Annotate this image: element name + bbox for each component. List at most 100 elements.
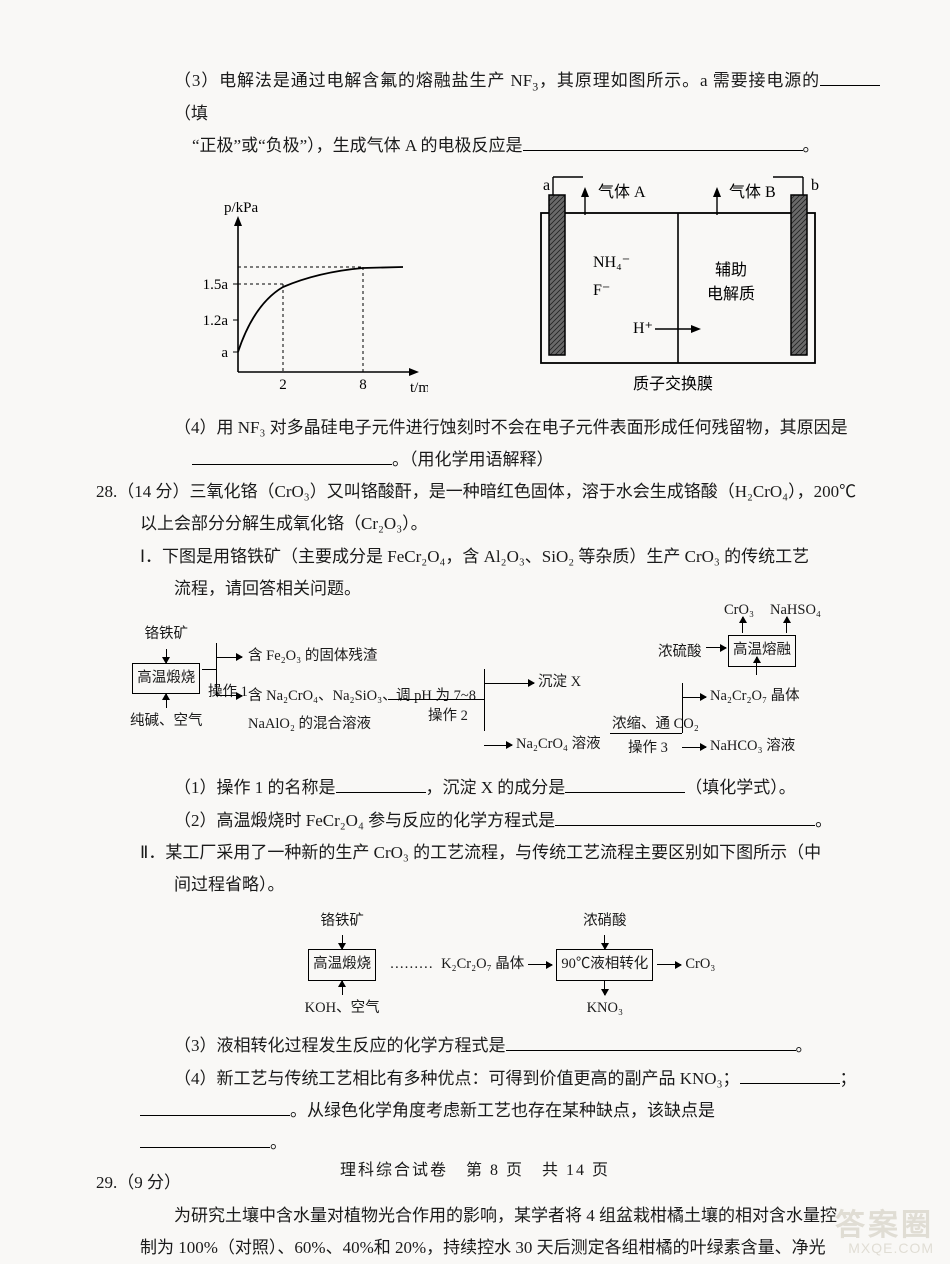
fl1-in1: 铬铁矿	[145, 621, 189, 649]
svg-text:a: a	[543, 177, 550, 194]
fl1-out1: CrO₃	[724, 597, 754, 625]
q28-I-b: 流程，请回答相关问题。	[140, 573, 880, 605]
svg-text:质子交换膜: 质子交换膜	[633, 375, 713, 393]
svg-text:气体 A: 气体 A	[598, 183, 646, 201]
q28-sub4-l3: 。	[140, 1127, 880, 1159]
q28-s4c: 。从绿色化学角度考虑新工艺也存在某种缺点，该缺点是	[290, 1101, 715, 1120]
fl1-resA: 含 Fe₂O₃ 的固体残渣	[248, 643, 377, 671]
fl1-resB2: NaAlO₂ 的混合溶液	[248, 716, 371, 732]
q4-blank	[192, 446, 392, 465]
fl1-in2: 纯碱、空气	[130, 708, 203, 736]
q28-sub2: （2）高温煅烧时 FeCr₂O₄ 参与反应的化学方程式是 。	[140, 805, 880, 837]
q3-blank1	[820, 67, 880, 86]
q28-s3a: （3）液相转化过程发生反应的化学方程式是	[174, 1036, 506, 1055]
q4-b: 。（用化学用语解释）	[392, 450, 554, 469]
q28-s1a: （1）操作 1 的名称是	[174, 778, 336, 797]
svg-text:8: 8	[359, 377, 367, 393]
fl1-nahco3: NaHCO₃ 溶液	[710, 733, 795, 761]
q28-intro-b: 以上会部分分解生成氧化铬（Cr₂O₃）。	[140, 508, 880, 540]
watermark-en: MXQE.COM	[835, 1241, 934, 1256]
q28-intro: 28.（14 分）三氧化铬（CrO₃）又叫铬酸酐，是一种暗红色固体，溶于水会生成…	[140, 476, 880, 508]
svg-text:NH₄⁻: NH₄⁻	[593, 254, 630, 271]
svg-text:t/min: t/min	[410, 380, 428, 396]
q3-text-b: ，其原理如图所示。a 需要接电源的	[538, 71, 820, 90]
svg-text:电解质: 电解质	[707, 285, 755, 303]
fl1-sol: Na₂CrO₄ 溶液	[516, 731, 601, 759]
fl2-box2: 90℃液相转化	[556, 949, 653, 981]
q28-s1c: （填化学式）。	[685, 778, 796, 797]
q28-intro-a: 三氧化铬（CrO₃）又叫铬酸酐，是一种暗红色固体，溶于水会生成铬酸（H₂CrO₄…	[190, 482, 857, 501]
fl2-out1: CrO₃	[685, 951, 715, 979]
fl1-resB1: 含 Na₂CrO₄、Na₂SiO₃、	[248, 688, 397, 704]
watermark-cn: 答案圈	[835, 1210, 934, 1242]
fl1-precip: 沉淀 X	[538, 669, 581, 697]
q3-blank2	[523, 133, 803, 152]
q29-p2: 制为 100%（对照）、60%、40%和 20%，持续控水 30 天后测定各组柑…	[140, 1232, 880, 1264]
q28-sub4-l1: （4）新工艺与传统工艺相比有多种优点：可得到价值更高的副产品 KNO₃； ；	[140, 1063, 880, 1095]
q4-line2: 。（用化学用语解释）	[140, 444, 880, 476]
figures-row: p/kPa a 1.2a 1.5a 2 8 t/min	[140, 167, 880, 402]
q28-score: （14 分）	[117, 482, 189, 501]
fl2-in1: 铬铁矿	[320, 908, 364, 936]
q28-s2-blank	[555, 807, 815, 826]
q28-sub1: （1）操作 1 的名称是 ，沉淀 X 的成分是 （填化学式）。	[140, 772, 880, 804]
svg-text:1.5a: 1.5a	[202, 277, 228, 293]
q3-l2a: “正极”或“负极”），生成气体 A 的电极反应是	[192, 136, 523, 155]
q28-s3-blank	[506, 1033, 796, 1052]
q28-s3end: 。	[796, 1036, 813, 1055]
q4-a: （4）用 NF₃ 对多晶硅电子元件进行蚀刻时不会在电子元件表面形成任何残留物，其…	[174, 418, 848, 437]
y-label: p/kPa	[224, 200, 259, 216]
fl2-crystal: K₂Cr₂O₇ 晶体	[441, 951, 524, 979]
fl2-dots: ………	[390, 951, 434, 979]
svg-text:F⁻: F⁻	[593, 282, 610, 299]
q28-II-b: 间过程省略）。	[140, 869, 880, 901]
flowchart-2: 铬铁矿 高温煅烧 KOH、空气 ……… K₂Cr₂O₇ 晶体 浓硝酸 90℃液相…	[140, 908, 880, 1023]
page-footer: 理科综合试卷 第 8 页 共 14 页	[0, 1156, 950, 1186]
q28-s1-blank1	[336, 775, 426, 794]
fl2-in2: KOH、空气	[305, 995, 380, 1023]
fl1-crystal: Na₂Cr₂O₇ 晶体	[710, 683, 800, 711]
fl1-op3b: 操作 3	[628, 735, 668, 763]
q28-s1-blank2	[565, 775, 685, 794]
q28-s4a: （4）新工艺与传统工艺相比有多种优点：可得到价值更高的副产品 KNO₃；	[174, 1069, 740, 1088]
q28-num: 28.	[96, 482, 117, 501]
fl2-hno3: 浓硝酸	[583, 908, 627, 936]
q28-s4-blank1	[740, 1065, 840, 1084]
fl1-box1: 高温煅烧	[132, 663, 200, 695]
q28-s2end: 。	[815, 811, 832, 830]
fl1-out2: NaHSO₄	[770, 597, 821, 625]
q28-s1b: ，沉淀 X 的成分是	[426, 778, 566, 797]
q28-s4end: 。	[270, 1133, 287, 1152]
watermark: 答案圈 MXQE.COM	[835, 1210, 934, 1256]
q29-p1: 为研究土壤中含水量对植物光合作用的影响，某学者将 4 组盆栽柑橘土壤的相对含水量…	[140, 1200, 880, 1232]
fl1-box2: 高温熔融	[728, 635, 796, 667]
svg-text:辅助: 辅助	[715, 261, 747, 279]
svg-text:b: b	[811, 177, 819, 194]
fl2-out2: KNO₃	[587, 995, 623, 1023]
fl2-box1: 高温煅烧	[308, 949, 376, 981]
q28-sub3: （3）液相转化过程发生反应的化学方程式是 。	[140, 1030, 880, 1062]
svg-text:气体 B: 气体 B	[729, 183, 776, 201]
q28-s2a: （2）高温煅烧时 FeCr₂O₄ 参与反应的化学方程式是	[174, 811, 555, 830]
q28-s4-blank2	[140, 1097, 290, 1116]
q28-I-a: Ⅰ．下图是用铬铁矿（主要成分是 FeCr₂O₄，含 Al₂O₃、SiO₂ 等杂质…	[140, 541, 880, 573]
q28-s4-blank3	[140, 1129, 270, 1148]
q28-sub4-l2: 。从绿色化学角度考虑新工艺也存在某种缺点，该缺点是	[140, 1095, 880, 1127]
electrolysis-cell: a b 气体 A 气体 B NH₄⁻ F⁻ H⁺	[523, 167, 833, 402]
flowchart-1: 铬铁矿 高温煅烧 纯碱、空气 操作 1 含 Fe₂O₃ 的固体残渣 含 Na₂C…	[130, 611, 880, 766]
q3-text-a: （3）电解法是通过电解含氟的熔融盐生产 NF	[174, 71, 532, 90]
svg-text:2: 2	[279, 377, 287, 393]
q3-line1: （3）电解法是通过电解含氟的熔融盐生产 NF3，其原理如图所示。a 需要接电源的…	[140, 65, 880, 130]
fl1-op2: 操作 2	[428, 703, 468, 731]
pressure-chart: p/kPa a 1.2a 1.5a 2 8 t/min	[188, 192, 428, 402]
q28-II-a: Ⅱ．某工厂采用了一种新的生产 CrO₃ 的工艺流程，与传统工艺流程主要区别如下图…	[140, 837, 880, 869]
svg-text:1.2a: 1.2a	[202, 313, 228, 329]
q3-text-c: （填	[174, 104, 208, 123]
q3-l2end: 。	[803, 136, 820, 155]
svg-text:H⁺: H⁺	[633, 320, 653, 337]
fl1-h2so4: 浓硫酸	[658, 639, 702, 667]
svg-text:a: a	[221, 345, 228, 361]
q28-s4b: ；	[840, 1069, 857, 1088]
q4-line: （4）用 NF₃ 对多晶硅电子元件进行蚀刻时不会在电子元件表面形成任何残留物，其…	[140, 412, 880, 444]
q3-line2: “正极”或“负极”），生成气体 A 的电极反应是 。	[140, 130, 880, 162]
